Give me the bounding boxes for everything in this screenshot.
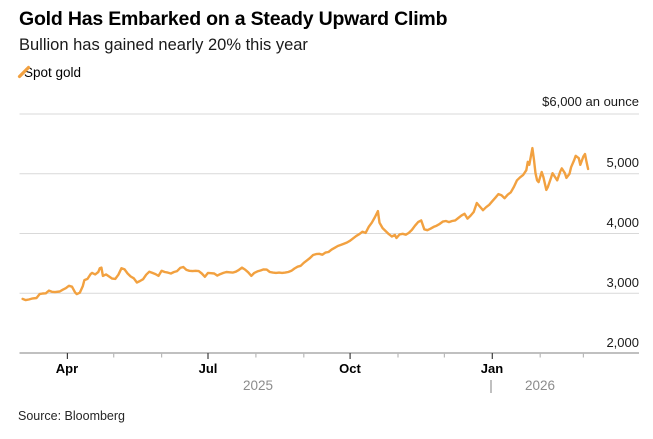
source-label: Source: Bloomberg [18, 409, 126, 423]
x-axis-label-jan: Jan [480, 361, 504, 376]
legend: Spot gold [17, 65, 81, 80]
y-axis-label-6000: $6,000 an ounce [542, 94, 639, 109]
year-label-2025: 2025 [242, 378, 274, 393]
chart-title: Gold Has Embarked on a Steady Upward Cli… [19, 8, 448, 30]
legend-label-spot-gold: Spot gold [24, 65, 82, 80]
chart-subtitle: Bullion has gained nearly 20% this year [19, 36, 308, 54]
y-axis-label-2000: 2,000 [606, 335, 639, 350]
y-axis-label-4000: 4,000 [606, 215, 639, 230]
y-axis-label-5000: 5,000 [606, 155, 639, 170]
y-axis-label-3000: 3,000 [606, 275, 639, 290]
year-divider: | [489, 378, 493, 393]
year-label-2026: 2026 [524, 378, 556, 393]
x-axis-label-oct: Oct [339, 361, 361, 376]
spot-gold-line [21, 146, 590, 302]
x-axis-label-jul: Jul [198, 361, 218, 376]
x-axis-label-apr: Apr [55, 361, 79, 376]
